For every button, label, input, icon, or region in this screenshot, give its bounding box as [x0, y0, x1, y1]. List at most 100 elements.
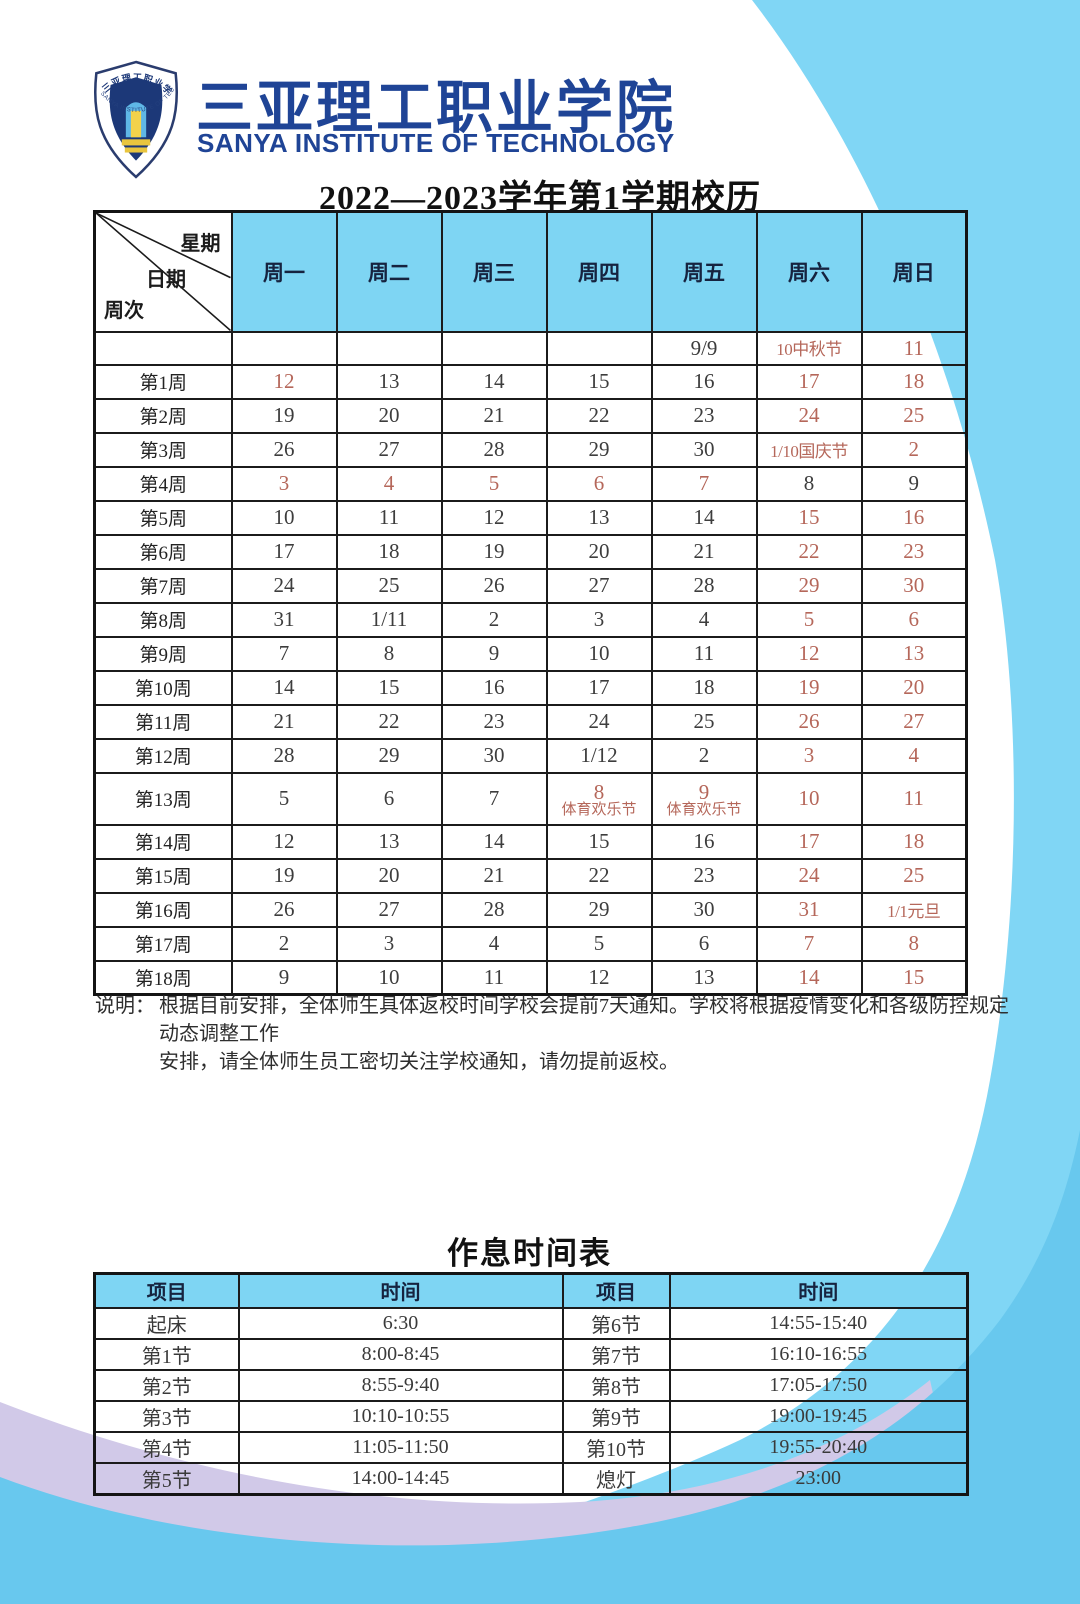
calendar-day-header: 周二 [335, 210, 443, 333]
calendar-date-cell: 12 [230, 823, 338, 860]
note-line-1: 根据目前安排，全体师生具体返校时间学校会提前7天通知。学校将根据疫情变化和各级防… [159, 995, 1009, 1045]
schedule-header-cell: 时间 [668, 1272, 969, 1309]
calendar-day-header: 周六 [755, 210, 863, 333]
calendar-date-cell: 26 [755, 703, 863, 740]
calendar-date-cell: 12 [440, 499, 548, 536]
calendar-week-row: 第14周 12 13 14 15 16 17 18 [93, 823, 968, 860]
calendar-date-cell: 18 [650, 669, 758, 706]
calendar-week-row: 第15周 19 20 21 22 23 24 25 [93, 857, 968, 894]
calendar-date-cell: 21 [440, 397, 548, 434]
calendar-date-cell: 15 [545, 363, 653, 400]
calendar-date-cell: 19 [230, 397, 338, 434]
calendar-date-cell: 19 [230, 857, 338, 894]
calendar-date-cell: 21 [440, 857, 548, 894]
schedule-row: 第1节 8:00-8:45 第7节 16:10-16:55 [93, 1337, 969, 1371]
calendar-date-cell: 17 [755, 363, 863, 400]
calendar-week-label-cell: 第14周 [93, 823, 233, 860]
calendar-day-header: 周日 [860, 210, 968, 333]
calendar-week-row: 第13周 5 6 7 8 体育欢乐节 9 体育欢乐节 10 11 [93, 771, 968, 826]
calendar-week-label-cell: 第12周 [93, 737, 233, 774]
schedule-header-cell: 项目 [93, 1272, 240, 1309]
calendar-date-cell: 7 [755, 925, 863, 962]
calendar-week-label-cell: 第13周 [93, 771, 233, 826]
calendar-week-row: 第1周 12 13 14 15 16 17 18 [93, 363, 968, 400]
calendar-week-row: 第10周 14 15 16 17 18 19 20 [93, 669, 968, 706]
calendar-date-cell: 3 [755, 737, 863, 774]
schedule-header-cell: 时间 [237, 1272, 564, 1309]
calendar-date-cell: 5 [230, 771, 338, 826]
note-label: 说明： [95, 995, 155, 1017]
calendar-date-cell: 11 [650, 635, 758, 672]
calendar-date-cell: 30 [860, 567, 968, 604]
calendar-date-cell: 12 [545, 959, 653, 996]
calendar-date-cell: 7 [440, 771, 548, 826]
calendar-date-cell: 5 [545, 925, 653, 962]
calendar-date-cell: 2 [230, 925, 338, 962]
calendar-date-cell: 27 [860, 703, 968, 740]
corner-label-weekday: 星期 [180, 233, 221, 255]
calendar-date-cell: 16 [440, 669, 548, 706]
calendar-week-label-cell: 第11周 [93, 703, 233, 740]
calendar-date-cell: 6 [545, 465, 653, 502]
calendar-date-cell: 8 体育欢乐节 [545, 771, 653, 826]
calendar-date-cell: 18 [860, 363, 968, 400]
calendar-week-row: 第11周 21 22 23 24 25 26 27 [93, 703, 968, 740]
calendar-date-cell: 12 [755, 635, 863, 672]
calendar-date-cell [545, 330, 653, 366]
calendar-date-cell: 29 [335, 737, 443, 774]
calendar-date-cell: 19 [440, 533, 548, 570]
calendar-date-cell: 23 [440, 703, 548, 740]
calendar-week-row: 第12周 28 29 30 1/12 2 3 4 [93, 737, 968, 774]
calendar-date-cell: 23 [650, 857, 758, 894]
corner-label-weekno: 周次 [104, 299, 144, 322]
calendar-date-cell: 25 [860, 397, 968, 434]
calendar-date-cell: 31 [230, 601, 338, 638]
calendar-date-cell: 18 [860, 823, 968, 860]
schedule-time-cell: 16:10-16:55 [668, 1337, 969, 1371]
calendar-week-row: 第8周 31 1/11 2 3 4 5 6 [93, 601, 968, 638]
note: 说明： 根据目前安排，全体师生具体返校时间学校会提前7天通知。学校将根据疫情变化… [95, 992, 1015, 1076]
schedule-item-cell: 第9节 [561, 1399, 671, 1433]
calendar-date-cell: 17 [230, 533, 338, 570]
schedule-row: 第5节 14:00-14:45 熄灯 23:00 [93, 1461, 969, 1495]
calendar-date-cell: 11 [440, 959, 548, 996]
calendar-date-cell: 2 [650, 737, 758, 774]
calendar-week-label-cell: 第5周 [93, 499, 233, 536]
calendar-date-cell: 7 [230, 635, 338, 672]
calendar-date-cell: 9 体育欢乐节 [650, 771, 758, 826]
schedule-item-cell: 第2节 [93, 1368, 240, 1402]
calendar-date-cell: 22 [335, 703, 443, 740]
calendar-date-cell: 27 [545, 567, 653, 604]
calendar-date-cell: 9/9 [650, 330, 758, 366]
calendar-day-header: 周一 [230, 210, 338, 333]
schedule-item-cell: 第4节 [93, 1430, 240, 1464]
calendar-date-cell: 11 [335, 499, 443, 536]
calendar-date-cell: 5 [755, 601, 863, 638]
calendar-date-cell: 4 [335, 465, 443, 502]
calendar-date-cell: 1/11 [335, 601, 443, 638]
calendar-date-cell: 11 [860, 330, 968, 366]
corner-label-date: 日期 [146, 269, 186, 291]
calendar-date-cell: 28 [230, 737, 338, 774]
calendar-date-cell: 10 [335, 959, 443, 996]
calendar-date-cell: 2 [440, 601, 548, 638]
schedule-time-cell: 8:00-8:45 [237, 1337, 564, 1371]
calendar-date-cell: 30 [650, 891, 758, 928]
calendar-date-cell: 29 [545, 431, 653, 468]
calendar-week-label-cell: 第4周 [93, 465, 233, 502]
schedule-item-cell: 第5节 [93, 1461, 240, 1495]
calendar-date-cell: 23 [860, 533, 968, 570]
calendar-week-label-cell: 第15周 [93, 857, 233, 894]
schedule-time-cell: 17:05-17:50 [668, 1368, 969, 1402]
calendar-date-cell: 22 [545, 857, 653, 894]
schedule-time-cell: 23:00 [668, 1461, 969, 1495]
schedule-item-cell: 第10节 [561, 1430, 671, 1464]
calendar-week-label-cell: 第9周 [93, 635, 233, 672]
calendar-corner-cell: 星期 日期 周次 [93, 210, 233, 333]
schedule-item-cell: 第3节 [93, 1399, 240, 1433]
calendar-date-cell: 30 [650, 431, 758, 468]
calendar-date-cell: 26 [230, 431, 338, 468]
calendar-date-cell: 11 [860, 771, 968, 826]
calendar-date-cell: 6 [335, 771, 443, 826]
calendar-date-cell: 15 [755, 499, 863, 536]
